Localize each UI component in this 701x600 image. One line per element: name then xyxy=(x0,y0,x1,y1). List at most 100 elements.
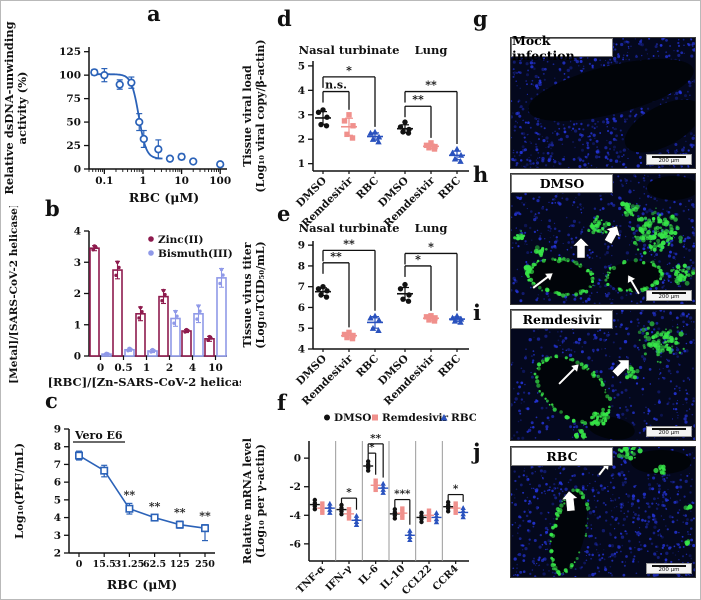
svg-text:IFN-γ: IFN-γ xyxy=(324,563,354,593)
svg-text:100: 100 xyxy=(209,175,231,187)
svg-text:2: 2 xyxy=(74,288,81,300)
micrograph-image xyxy=(511,174,695,304)
micrograph-image xyxy=(511,38,695,168)
svg-text:**: ** xyxy=(343,237,355,250)
svg-text:*: * xyxy=(346,487,352,499)
panel-label-f: f xyxy=(277,390,287,415)
svg-text:3: 3 xyxy=(74,257,81,269)
scale-bar-text: 200 μm xyxy=(658,157,680,164)
scale-bar-text: 200 μm xyxy=(658,429,680,436)
svg-text:Log₁₀(PFU/mL): Log₁₀(PFU/mL) xyxy=(12,443,26,539)
svg-text:0: 0 xyxy=(74,164,81,176)
svg-text:activity (%): activity (%) xyxy=(15,72,29,145)
svg-text:4: 4 xyxy=(74,226,81,238)
svg-text:250: 250 xyxy=(195,559,215,570)
svg-text:RBC: RBC xyxy=(354,175,381,202)
svg-text:**: ** xyxy=(124,488,136,501)
svg-text:6: 6 xyxy=(298,302,305,314)
svg-text:**: ** xyxy=(330,250,342,263)
svg-text:(Log₁₀TCID₅₀/mL): (Log₁₀TCID₅₀/mL) xyxy=(254,241,267,348)
svg-text:5: 5 xyxy=(298,60,305,72)
chart-vero-e6-pfu: 2 3 4 5 6 7 8 9 Vero E6 0 15.5 ** 31.25 ** 62.5 ** 125 **… xyxy=(1,396,239,599)
svg-text:62.5: 62.5 xyxy=(143,559,166,570)
svg-text:RBC (μM): RBC (μM) xyxy=(107,577,177,592)
svg-text:4: 4 xyxy=(54,512,61,524)
svg-text:3: 3 xyxy=(54,530,61,542)
svg-text:[Metal]/[SARS-CoV-2 helicase]: [Metal]/[SARS-CoV-2 helicase] xyxy=(8,206,20,384)
svg-text:Tissue virus titer: Tissue virus titer xyxy=(241,242,254,347)
svg-text:CCL22: CCL22 xyxy=(400,563,434,597)
svg-text:IL-6: IL-6 xyxy=(357,563,381,587)
svg-text:75: 75 xyxy=(66,93,81,105)
svg-text:Remdesivir: Remdesivir xyxy=(382,412,449,424)
svg-text:Bismuth(III): Bismuth(III) xyxy=(158,248,233,260)
svg-text:1: 1 xyxy=(298,158,305,170)
svg-text:*: * xyxy=(346,64,352,77)
svg-text:Vero E6: Vero E6 xyxy=(74,429,123,442)
svg-text:0: 0 xyxy=(97,362,104,374)
svg-text:5: 5 xyxy=(54,494,61,506)
svg-text:**: ** xyxy=(174,506,186,519)
scale-bar-text: 200 μm xyxy=(658,566,680,573)
micrograph-rbc: RBC 200 μm xyxy=(510,446,696,578)
panel-label-g: g xyxy=(473,6,488,31)
svg-text:RBC: RBC xyxy=(436,175,463,202)
chart-metal-helicase-bars: 0 1 2 3 4 0 0.5 1 2 4 10 Zinc(II) Bismuth(III) [RBC]/… xyxy=(1,203,258,410)
svg-text:-2: -2 xyxy=(289,481,301,493)
chart-tissue-virus-titer: 4 5 6 7 8 9 Nasal turbinate DMSO Remdesivir RBC **… xyxy=(241,206,476,445)
chart-dsdna-unwinding-activity: 0 25 50 75 100 125 0.1 1 10 100 RBC (μM) Relative d… xyxy=(1,1,241,220)
scale-bar-line xyxy=(652,291,686,294)
svg-text:0.1: 0.1 xyxy=(95,175,113,187)
svg-text:**: ** xyxy=(412,93,424,106)
micrograph-remdesivir: Remdesivir 200 μm xyxy=(510,309,696,441)
svg-text:**: ** xyxy=(425,79,437,92)
chart-tissue-viral-load: 1 2 3 4 5 Nasal turbinate DMSO Remdesivir RBC n.s… xyxy=(241,1,476,240)
svg-text:Lung: Lung xyxy=(415,221,448,235)
svg-text:RBC: RBC xyxy=(436,353,463,380)
scale-bar: 200 μm xyxy=(646,426,692,437)
chart-relative-mrna-level: DMSO Remdesivir RBC 0 -2 -4 -6 TNF-α IFN-γ IL-6 IL… xyxy=(241,396,477,599)
micrograph-title: Remdesivir xyxy=(511,310,613,329)
svg-text:7: 7 xyxy=(54,459,61,471)
micrograph-title: Mock infection xyxy=(511,33,613,63)
svg-text:DMSO: DMSO xyxy=(334,412,371,424)
svg-text:Tissue viral load: Tissue viral load xyxy=(241,65,254,167)
panel-label-d: d xyxy=(277,6,292,31)
scale-bar: 200 μm xyxy=(646,290,692,301)
svg-text:0.5: 0.5 xyxy=(114,362,132,374)
panel-label-j: j xyxy=(473,439,481,464)
svg-text:10: 10 xyxy=(208,362,223,374)
svg-text:Lung: Lung xyxy=(415,43,448,57)
panel-label-a: a xyxy=(147,1,161,26)
svg-text:10: 10 xyxy=(174,175,189,187)
svg-text:*: * xyxy=(453,483,459,495)
micrograph-title: RBC xyxy=(511,447,613,466)
svg-text:1: 1 xyxy=(143,362,150,374)
micrograph-dmso: DMSO 200 μm xyxy=(510,173,696,305)
svg-text:8: 8 xyxy=(54,441,61,453)
svg-text:CCR4: CCR4 xyxy=(431,563,461,593)
scale-bar: 200 μm xyxy=(646,563,692,574)
svg-text:RBC: RBC xyxy=(354,353,381,380)
svg-text:2: 2 xyxy=(298,134,305,146)
svg-text:RBC (μM): RBC (μM) xyxy=(129,190,199,205)
svg-text:50: 50 xyxy=(66,117,81,129)
svg-text:4: 4 xyxy=(189,362,196,374)
svg-text:*: * xyxy=(415,253,421,266)
svg-text:RBC: RBC xyxy=(451,412,476,424)
svg-text:Relative dsDNA-unwinding: Relative dsDNA-unwinding xyxy=(2,21,16,194)
svg-text:Zinc(II): Zinc(II) xyxy=(158,234,203,246)
svg-text:Nasal turbinate: Nasal turbinate xyxy=(299,43,400,57)
svg-text:1: 1 xyxy=(74,319,81,331)
scale-bar-text: 200 μm xyxy=(658,293,680,300)
panel-label-c: c xyxy=(45,388,58,413)
svg-text:TNF-α: TNF-α xyxy=(295,563,328,596)
svg-text:Nasal turbinate: Nasal turbinate xyxy=(299,221,400,235)
svg-text:**: ** xyxy=(149,500,161,513)
panel-label-h: h xyxy=(473,162,489,187)
svg-text:*: * xyxy=(428,240,434,253)
scale-bar: 200 μm xyxy=(646,154,692,165)
svg-text:1: 1 xyxy=(139,175,146,187)
svg-text:7: 7 xyxy=(298,281,305,293)
